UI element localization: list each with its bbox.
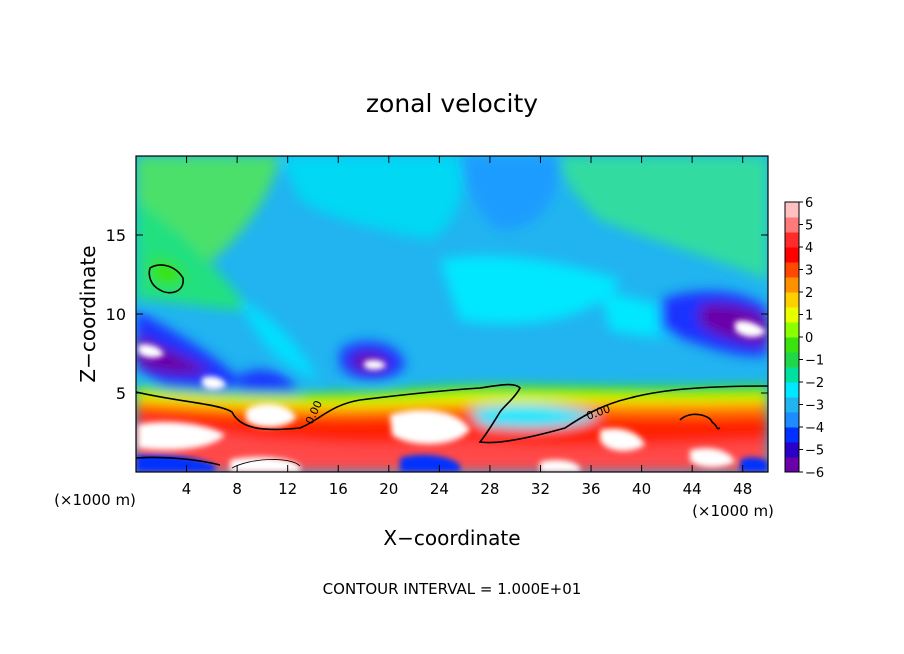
x-tick-label: 24 (430, 480, 449, 498)
colorbar-swatch (785, 427, 799, 443)
colorbar-swatch (785, 232, 799, 248)
chart-title: zonal velocity (366, 89, 538, 118)
colorbar-swatch (785, 382, 799, 398)
x-axis-title: X−coordinate (383, 526, 520, 550)
x-tick-label: 44 (683, 480, 702, 498)
colorbar-tick-label: 0 (805, 331, 813, 346)
colorbar-swatch (785, 442, 799, 458)
x-tick-label: 40 (632, 480, 651, 498)
x-tick-label: 32 (531, 480, 550, 498)
x-tick-label: 12 (278, 480, 297, 498)
colorbar-tick-label: 2 (805, 286, 813, 301)
colorbar-tick-label: −3 (805, 399, 824, 414)
colorbar-tick-label: −2 (805, 376, 824, 391)
x-tick-label: 20 (379, 480, 398, 498)
colorbar-swatch (785, 337, 799, 353)
colorbar-swatch (785, 262, 799, 278)
colorbar-tick-label: −4 (805, 421, 824, 436)
y-tick-label: 15 (106, 226, 126, 245)
x-tick-label: 48 (733, 480, 752, 498)
colorbar-swatch (785, 202, 799, 218)
heatmap-field (136, 156, 768, 472)
colorbar-swatch (785, 322, 799, 338)
colorbar-swatch (785, 247, 799, 263)
colorbar-tick-label: 4 (805, 241, 813, 256)
y-tick-label: 5 (116, 384, 126, 403)
x-tick-label: 4 (182, 480, 192, 498)
colorbar-swatch (785, 292, 799, 308)
x-tick-label: 28 (480, 480, 499, 498)
colorbar-tick-label: 6 (805, 196, 813, 211)
colorbar-tick-label: 1 (805, 309, 813, 324)
x-axis: 4 8 12 16 20 24 28 32 36 40 44 48 (182, 156, 752, 498)
zero-contours (136, 264, 768, 466)
colorbar-swatch (785, 367, 799, 383)
colorbar-tick-label: −1 (805, 354, 824, 369)
colorbar-swatch (785, 352, 799, 368)
colorbar: 6 5 4 3 2 1 0 −1 −2 −3 −4 −5 −6 (784, 196, 824, 481)
colorbar-tick-label: −6 (805, 466, 824, 481)
y-axis: 5 10 15 (106, 226, 768, 403)
x-tick-label: 8 (232, 480, 242, 498)
x-tick-label: 36 (581, 480, 600, 498)
colorbar-swatch (785, 307, 799, 323)
colorbar-swatch (785, 277, 799, 293)
colorbar-tick-label: −5 (805, 444, 824, 459)
colorbar-swatch (785, 412, 799, 428)
colorbar-swatch (785, 457, 799, 473)
x-tick-label: 16 (329, 480, 348, 498)
colorbar-tick-label: 3 (805, 264, 813, 279)
colorbar-swatch (785, 217, 799, 233)
y-axis-title: Z−coordinate (76, 245, 100, 382)
colorbar-tick-label: 5 (805, 219, 813, 234)
y-tick-label: 10 (106, 305, 126, 324)
contour-interval-note: CONTOUR INTERVAL = 1.000E+01 (323, 580, 582, 598)
colorbar-swatch (785, 397, 799, 413)
x-unit-right: (×1000 m) (692, 502, 774, 520)
x-unit-left: (×1000 m) (54, 491, 136, 509)
